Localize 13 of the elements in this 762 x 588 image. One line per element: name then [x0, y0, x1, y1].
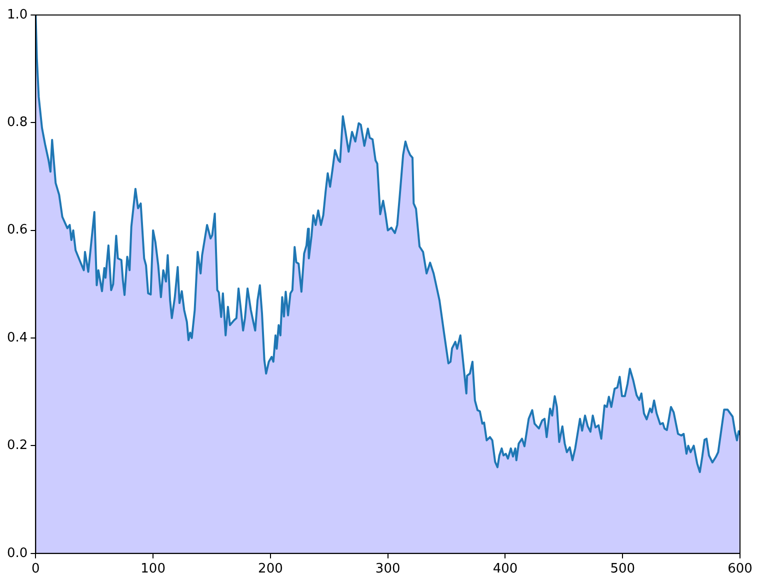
x-tick-label: 600 [728, 562, 752, 577]
y-tick-label: 0.4 [6, 330, 28, 346]
y-tick-label: 0.8 [6, 115, 28, 130]
y-tick-label: 0.2 [6, 438, 28, 454]
x-tick-label: 100 [140, 562, 166, 577]
y-tick-label: 0.6 [6, 222, 28, 238]
x-tick-label: 300 [375, 562, 400, 577]
x-tick-label: 0 [32, 562, 40, 577]
x-tick-label: 400 [492, 562, 518, 577]
y-tick-label: 0.0 [6, 546, 28, 561]
x-tick-label: 500 [610, 562, 636, 577]
y-tick-label: 1.0 [6, 7, 28, 22]
x-tick-label: 200 [258, 562, 283, 577]
